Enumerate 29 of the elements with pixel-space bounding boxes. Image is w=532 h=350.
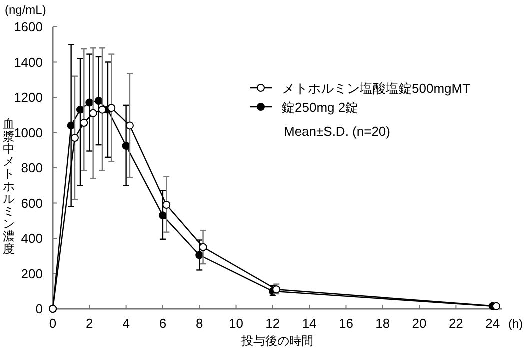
x-tick-label: 16 xyxy=(338,316,354,331)
legend-label: 錠250mg 2錠 xyxy=(282,100,359,115)
x-tick-label: 22 xyxy=(448,316,464,331)
text: 血漿中メトホルミン濃度 xyxy=(3,117,15,256)
y-tick-label: 600 xyxy=(21,196,43,211)
x-tick-label: 10 xyxy=(229,316,244,331)
x-tick-label: 8 xyxy=(196,316,204,331)
x-tick-label: 20 xyxy=(412,316,427,331)
x-tick-label: 12 xyxy=(266,316,280,331)
text: (ng/mL) xyxy=(5,3,46,17)
y-tick-label: 1200 xyxy=(14,90,43,105)
x-tick-label: 0 xyxy=(49,316,57,331)
x-tick-label: 2 xyxy=(86,316,94,331)
x-tick-label: 4 xyxy=(122,316,130,331)
y-tick-label: 800 xyxy=(21,160,43,176)
y-tick-label: 200 xyxy=(21,266,43,282)
legend-label: メトホルミン塩酸塩錠500mgMT xyxy=(282,81,471,96)
x-tick-label: 24 xyxy=(486,316,500,331)
y-tick-label: 1600 xyxy=(14,20,43,34)
text: (h) xyxy=(508,317,524,331)
y-tick-label: 0 xyxy=(36,302,43,316)
y-tick-label: 1000 xyxy=(14,125,43,140)
x-axis-title: 投与後の時間 xyxy=(240,334,314,348)
y-tick-label: 400 xyxy=(21,231,43,246)
x-tick-label: 14 xyxy=(302,316,317,331)
y-tick-label: 1400 xyxy=(14,54,43,70)
annotation: Mean±S.D. (n=20) xyxy=(284,124,390,139)
x-tick-label: 18 xyxy=(376,316,390,331)
x-tick-label: 6 xyxy=(159,316,167,331)
